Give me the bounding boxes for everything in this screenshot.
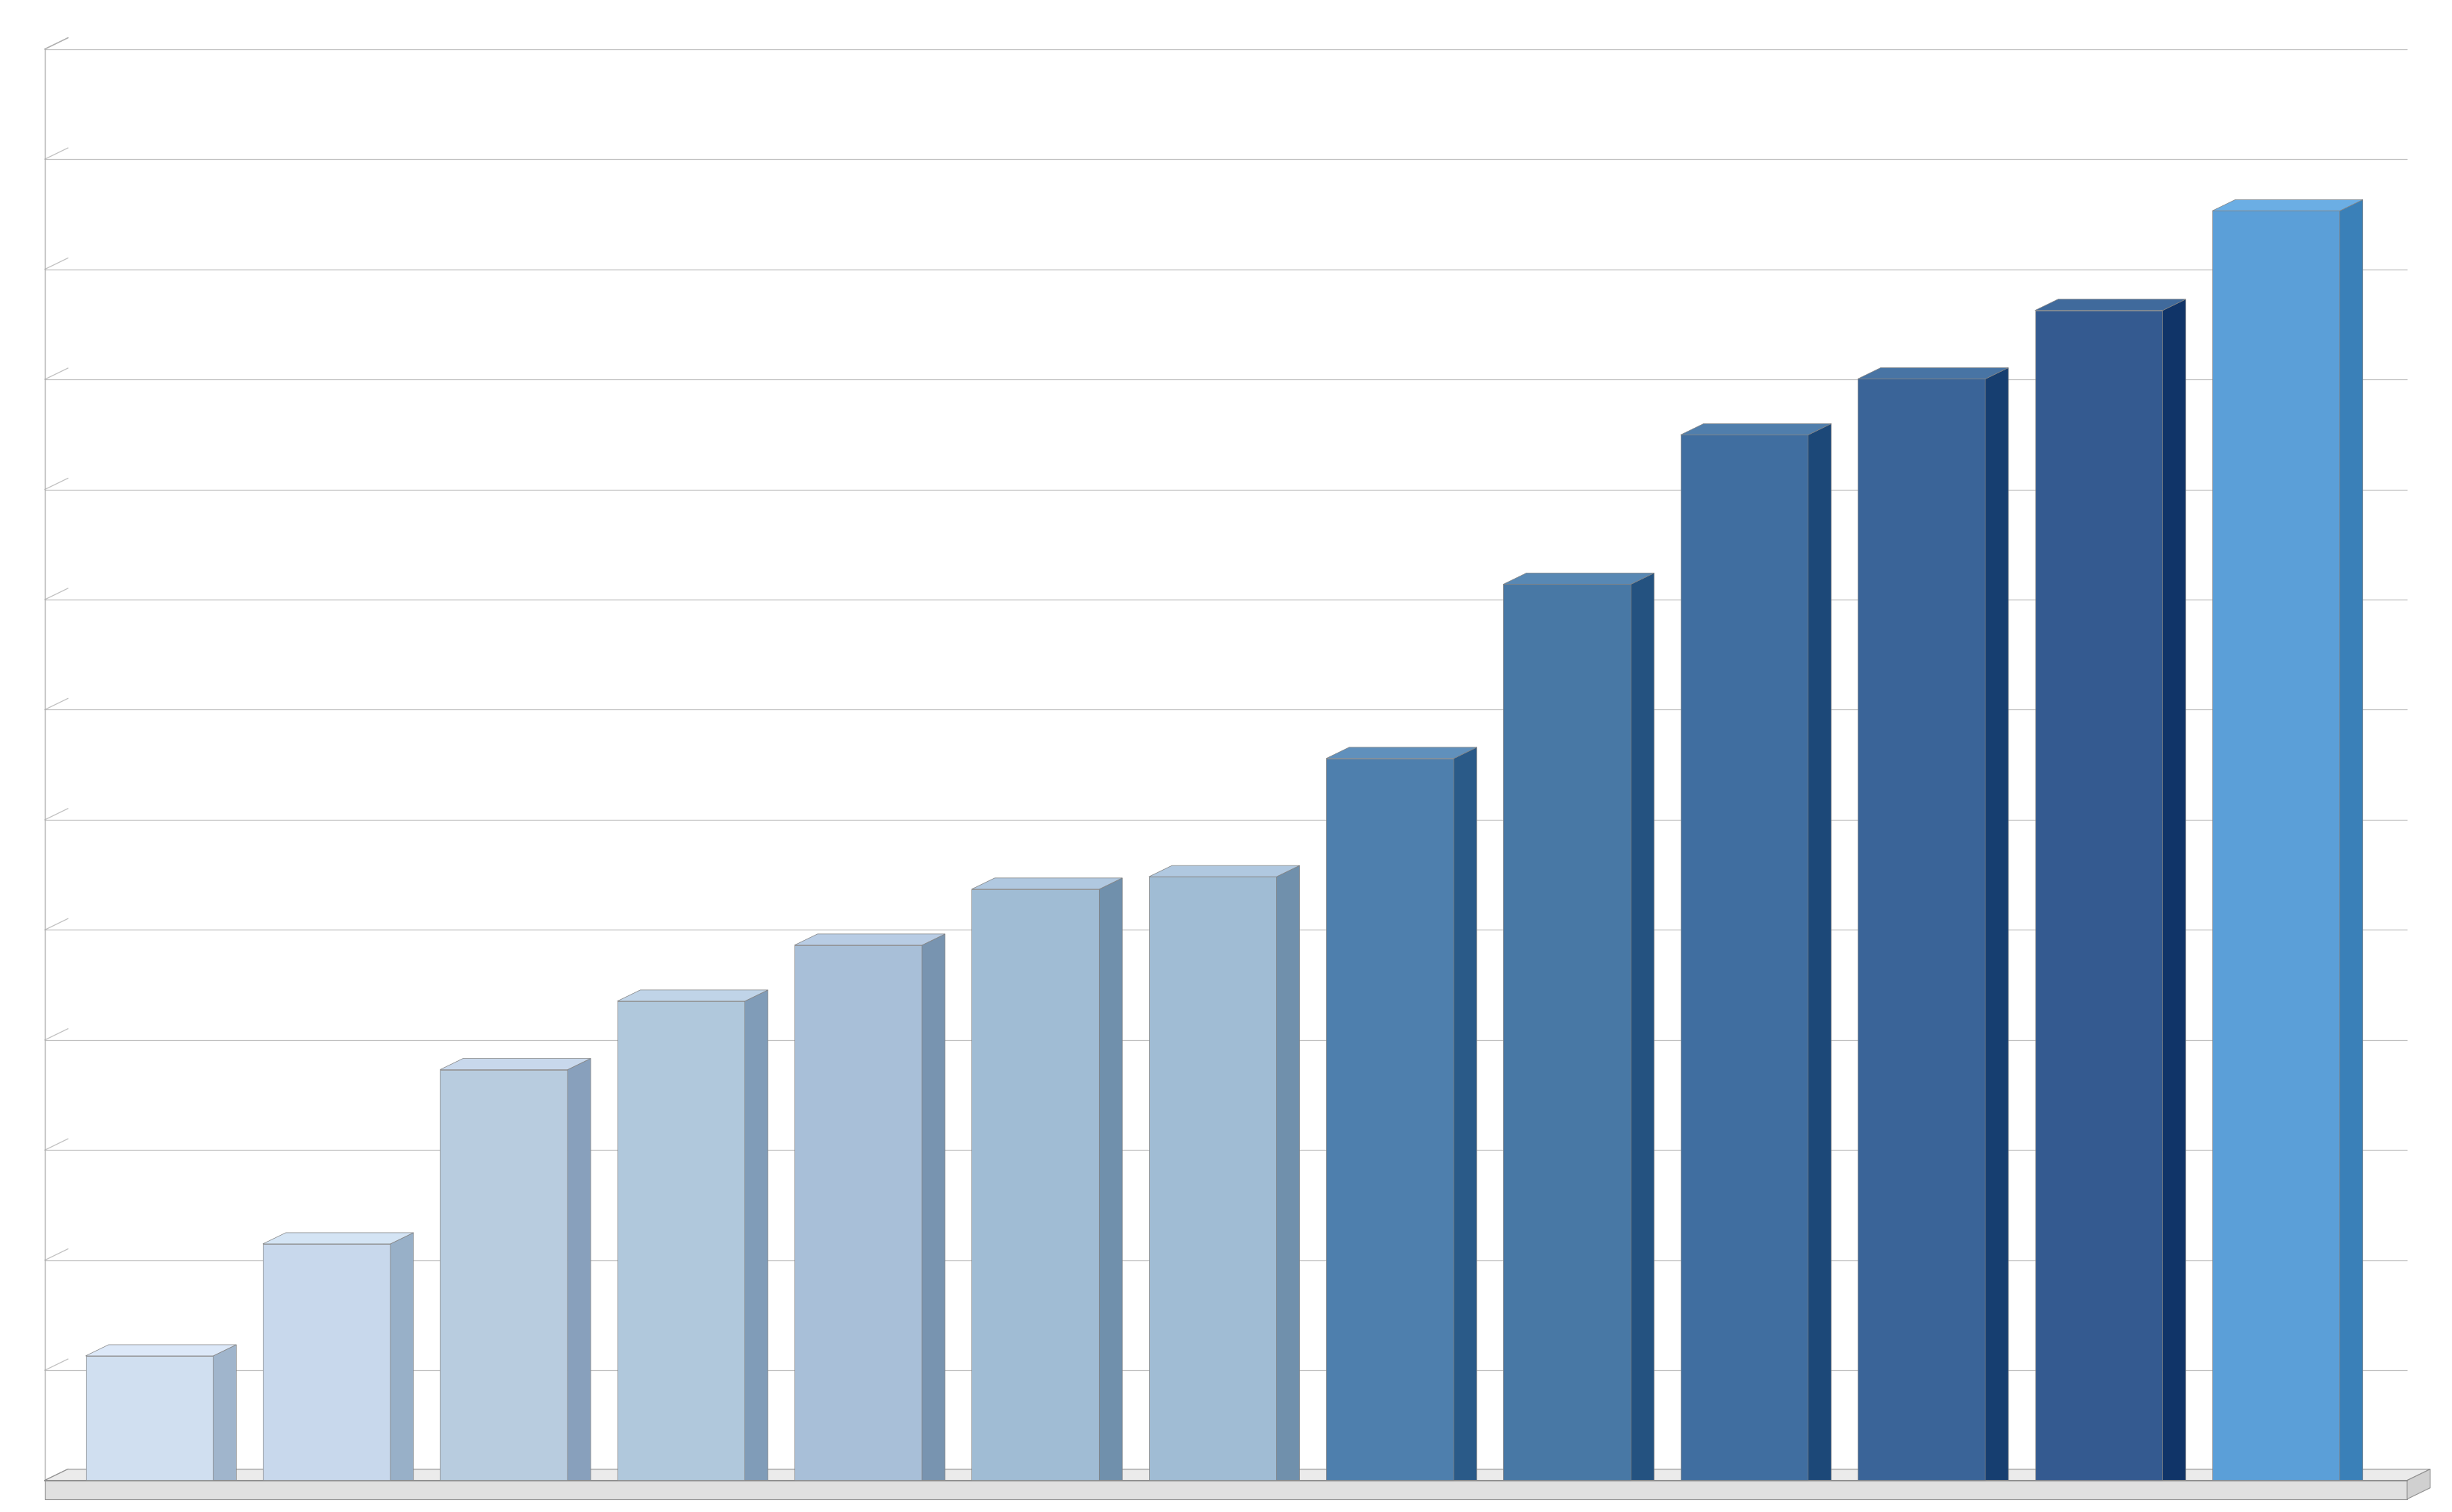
Polygon shape: [1098, 878, 1123, 1480]
Polygon shape: [1859, 367, 2008, 380]
Polygon shape: [1986, 367, 2008, 1480]
Polygon shape: [213, 1344, 235, 1480]
Polygon shape: [1327, 747, 1476, 759]
Polygon shape: [86, 1356, 213, 1480]
Polygon shape: [1859, 380, 1986, 1480]
Polygon shape: [44, 1470, 2430, 1480]
Polygon shape: [1327, 759, 1454, 1480]
Polygon shape: [1503, 584, 1631, 1480]
Polygon shape: [2408, 1470, 2430, 1498]
Polygon shape: [439, 1058, 591, 1069]
Polygon shape: [618, 1001, 745, 1480]
Polygon shape: [1150, 865, 1300, 877]
Polygon shape: [1454, 747, 1476, 1480]
Polygon shape: [794, 934, 944, 945]
Polygon shape: [1503, 573, 1655, 584]
Polygon shape: [566, 1058, 591, 1480]
Polygon shape: [2212, 200, 2364, 210]
Polygon shape: [971, 878, 1123, 889]
Polygon shape: [390, 1232, 414, 1480]
Polygon shape: [1631, 573, 1655, 1480]
Polygon shape: [439, 1069, 566, 1480]
Polygon shape: [2163, 299, 2185, 1480]
Polygon shape: [971, 889, 1098, 1480]
Polygon shape: [2212, 210, 2339, 1480]
Polygon shape: [2339, 200, 2364, 1480]
Polygon shape: [262, 1244, 390, 1480]
Polygon shape: [1277, 865, 1300, 1480]
Polygon shape: [2035, 299, 2185, 310]
Polygon shape: [618, 990, 767, 1001]
Polygon shape: [1807, 423, 1832, 1480]
Polygon shape: [2035, 310, 2163, 1480]
Polygon shape: [794, 945, 922, 1480]
Polygon shape: [922, 934, 944, 1480]
Polygon shape: [1680, 423, 1832, 435]
Polygon shape: [262, 1232, 414, 1244]
Polygon shape: [1150, 877, 1277, 1480]
Polygon shape: [1680, 435, 1807, 1480]
Polygon shape: [86, 1344, 235, 1356]
Polygon shape: [745, 990, 767, 1480]
Polygon shape: [44, 1480, 2408, 1498]
